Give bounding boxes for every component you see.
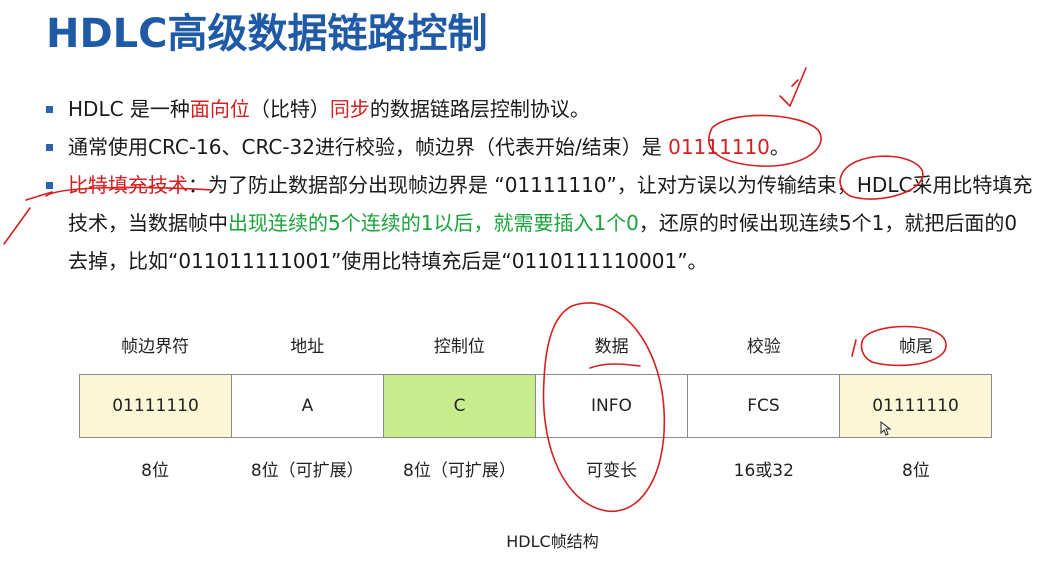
bullet-hdlc-definition: HDLC 是一种面向位（比特）同步的数据链路层控制协议。	[44, 90, 1034, 128]
pen-stroke-annotation	[791, 79, 799, 87]
bullet-text: 的数据链路层控制协议。	[369, 97, 590, 121]
frame-size-flag: 8位	[141, 460, 169, 481]
frame-size-tail: 8位	[902, 460, 930, 481]
frame-cell-fcs: FCS	[688, 375, 840, 437]
frame-structure-row: 01111110 A C INFO FCS 01111110	[79, 374, 992, 438]
slash-annotation	[3, 207, 31, 245]
figure-caption: HDLC帧结构	[506, 532, 599, 551]
bullet-text: ，还原的时候出现连续5个1，就把后面的0去掉，比如“011011111001”使…	[68, 211, 1018, 273]
underline-annotation-data	[589, 363, 641, 369]
highlight-stuffing-rule: 出现连续的5个连续的1以后，就需要插入1个0	[228, 211, 639, 235]
frame-cell-tail: 01111110	[840, 375, 991, 437]
bullet-text: （比特）	[249, 97, 330, 121]
frame-header-control: 控制位	[433, 336, 485, 357]
mouse-cursor-icon	[880, 421, 892, 436]
bullet-text: 。	[769, 135, 790, 159]
highlight-flag-value: 01111110	[668, 135, 770, 159]
frame-size-control: 8位（可扩展）	[403, 460, 516, 481]
frame-header-row: 帧边界符 地址 控制位 数据 校验 帧尾	[79, 330, 992, 358]
frame-size-address: 8位（可扩展）	[250, 460, 364, 481]
bullet-text: HDLC 是一种	[68, 97, 190, 121]
frame-size-row: 8位 8位（可扩展） 8位（可扩展） 可变长 16或32 8位	[79, 454, 992, 482]
bullet-bit-stuffing: 比特填充技术：为了防止数据部分出现帧边界是 “01111110”，让对方误以为传…	[44, 166, 1034, 280]
frame-header-flag: 帧边界符	[121, 336, 190, 357]
frame-cell-control: C	[384, 375, 536, 437]
frame-cell-address: A	[232, 375, 384, 437]
frame-header-address: 地址	[290, 336, 325, 357]
bullet-list: HDLC 是一种面向位（比特）同步的数据链路层控制协议。 通常使用CRC-16、…	[44, 90, 1034, 280]
frame-cell-info: INFO	[536, 375, 688, 437]
highlight-synchronous: 同步	[329, 97, 370, 121]
highlight-bit-stuffing: 比特填充技术	[68, 173, 188, 197]
page-title: HDLC高级数据链路控制	[46, 11, 488, 57]
highlight-bit-oriented: 面向位	[189, 97, 250, 121]
frame-header-checksum: 校验	[746, 336, 781, 357]
frame-size-checksum: 16或32	[733, 460, 794, 481]
frame-header-data: 数据	[594, 336, 629, 357]
bullet-text: 通常使用CRC-16、CRC-32进行校验，帧边界（代表开始/结束）是	[68, 135, 669, 159]
frame-header-tail: 帧尾	[898, 336, 933, 357]
frame-cell-flag: 01111110	[80, 375, 232, 437]
bullet-crc-boundary: 通常使用CRC-16、CRC-32进行校验，帧边界（代表开始/结束）是 0111…	[44, 128, 1034, 166]
frame-size-data: 可变长	[586, 460, 638, 481]
